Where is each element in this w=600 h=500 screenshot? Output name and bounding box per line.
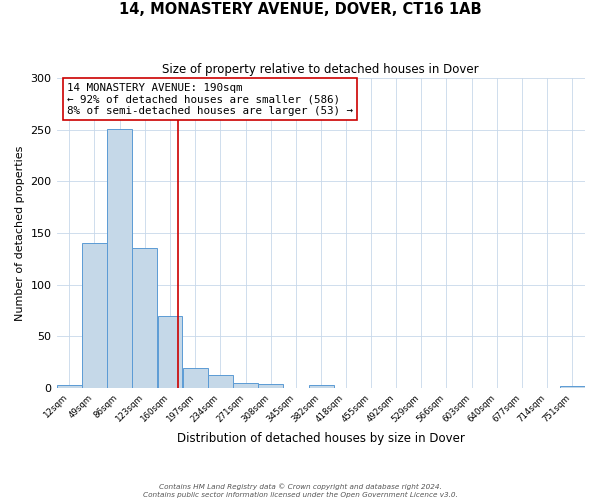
X-axis label: Distribution of detached houses by size in Dover: Distribution of detached houses by size …: [177, 432, 465, 445]
Bar: [182, 368, 208, 388]
Text: 14 MONASTERY AVENUE: 190sqm
← 92% of detached houses are smaller (586)
8% of sem: 14 MONASTERY AVENUE: 190sqm ← 92% of det…: [67, 82, 353, 116]
Bar: [308, 384, 334, 388]
Bar: [258, 384, 283, 388]
Bar: [57, 384, 82, 388]
Bar: [208, 376, 233, 388]
Bar: [233, 382, 258, 388]
Text: 14, MONASTERY AVENUE, DOVER, CT16 1AB: 14, MONASTERY AVENUE, DOVER, CT16 1AB: [119, 2, 481, 18]
Bar: [133, 248, 157, 388]
Bar: [158, 316, 182, 388]
Bar: [107, 128, 132, 388]
Bar: [560, 386, 585, 388]
Y-axis label: Number of detached properties: Number of detached properties: [15, 145, 25, 320]
Text: Contains HM Land Registry data © Crown copyright and database right 2024.
Contai: Contains HM Land Registry data © Crown c…: [143, 484, 457, 498]
Title: Size of property relative to detached houses in Dover: Size of property relative to detached ho…: [163, 62, 479, 76]
Bar: [82, 243, 107, 388]
